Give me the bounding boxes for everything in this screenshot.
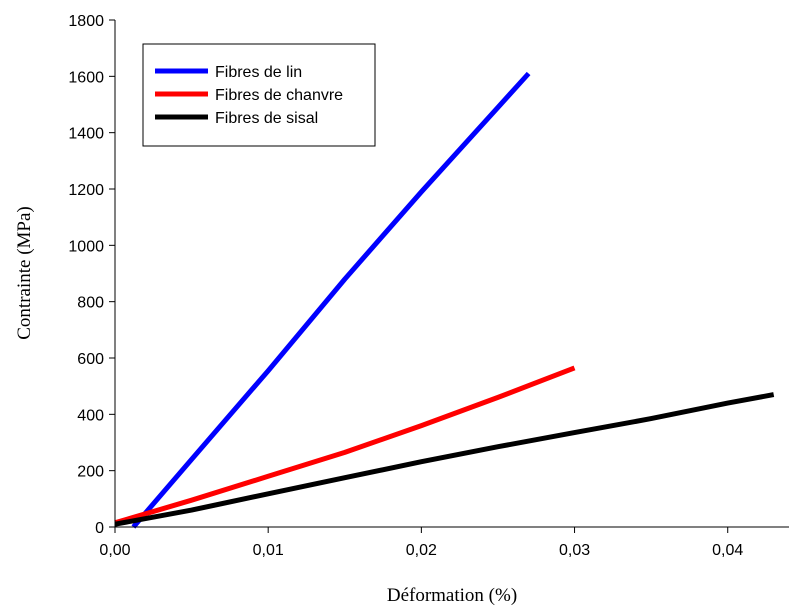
- y-tick-label: 1000: [68, 238, 104, 255]
- y-tick-label: 400: [77, 407, 104, 424]
- legend-label: Fibres de sisal: [215, 110, 318, 127]
- y-tick-label: 800: [77, 295, 104, 312]
- x-tick-label: 0,04: [712, 542, 743, 559]
- series-line-2: [114, 365, 576, 526]
- x-axis: 0,00 0,01 0,02 0,03 0,04: [99, 526, 789, 559]
- y-tick-label: 600: [77, 351, 104, 368]
- legend-label: Fibres de lin: [215, 64, 302, 81]
- y-tick-label: 1400: [68, 126, 104, 143]
- legend: Fibres de lin Fibres de chanvre Fibres de …: [142, 43, 376, 147]
- plot-area: [114, 71, 775, 529]
- x-tick-label: 0,02: [406, 542, 437, 559]
- x-tick-label: 0,03: [559, 542, 590, 559]
- x-axis-title: Déformation (%): [387, 585, 517, 606]
- y-axis-title: Contrainte (MPa): [14, 206, 35, 340]
- y-tick-label: 1200: [68, 182, 104, 199]
- x-tick-label: 0,00: [99, 542, 130, 559]
- y-tick-label: 1800: [68, 13, 104, 30]
- y-tick-label: 0: [95, 520, 104, 537]
- y-tick-label: 200: [77, 464, 104, 481]
- y-tick-label: 1600: [68, 69, 104, 86]
- y-axis: 0 200 400 600 800 1000 1200 1400 1600 1800: [68, 13, 116, 537]
- x-tick-label: 0,01: [253, 542, 284, 559]
- series-line-1: [131, 71, 531, 529]
- legend-label: Fibres de chanvre: [215, 87, 343, 104]
- series-line-3: [114, 392, 775, 527]
